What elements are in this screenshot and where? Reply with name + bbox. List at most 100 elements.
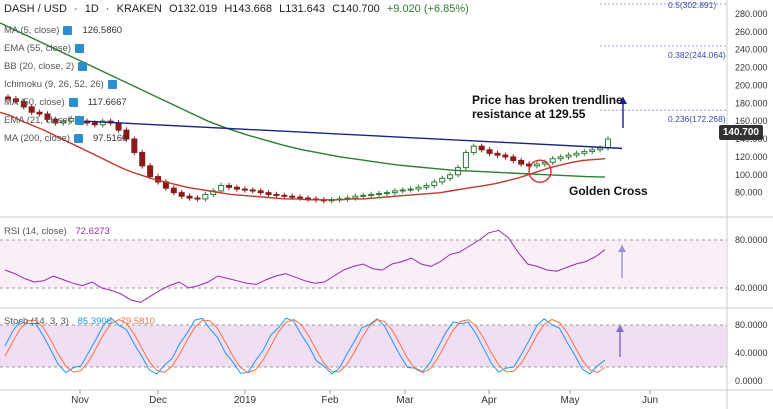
candle-body xyxy=(91,122,98,126)
visibility-icon[interactable] xyxy=(68,98,78,107)
candle-body xyxy=(131,138,138,153)
candle-body xyxy=(297,196,304,199)
candle-body xyxy=(273,193,280,196)
candle-body xyxy=(533,163,540,167)
stoch-label: Stoch (14, 3, 3) 85.3906 79.5810 xyxy=(4,316,155,327)
candle-body xyxy=(399,189,406,192)
time-tick-label: 2019 xyxy=(234,395,257,406)
price-tick-label: 180.000 xyxy=(735,98,768,108)
candle-body xyxy=(257,190,264,194)
candle-body xyxy=(462,151,469,169)
candle-body xyxy=(281,194,288,197)
rsi-tick-label: 40.0000 xyxy=(735,283,768,293)
annotation-text: resistance at 129.55 xyxy=(472,107,586,121)
candle-body xyxy=(581,151,588,154)
price-tick-label: 260.000 xyxy=(735,27,768,37)
ma50-line xyxy=(0,111,606,201)
time-tick-label: Mar xyxy=(396,395,414,406)
time-tick-label: Jun xyxy=(642,395,658,406)
candle-body xyxy=(368,193,375,196)
indicator-label: EMA (55, close) xyxy=(4,43,72,54)
trendline xyxy=(84,120,623,150)
stoch-d-line xyxy=(4,318,606,374)
visibility-icon[interactable] xyxy=(107,80,117,89)
candle-body xyxy=(494,152,501,156)
candle-body xyxy=(226,185,233,188)
indicator-label: MA (200, close) xyxy=(4,133,70,144)
candle-body xyxy=(68,117,75,122)
candle-body xyxy=(360,194,367,197)
candle-body xyxy=(415,186,422,190)
indicator-row[interactable]: EMA (21, close) xyxy=(4,115,85,126)
indicator-row[interactable]: Ichimoku (9, 26, 52, 26) xyxy=(4,79,117,90)
candle-body xyxy=(423,185,430,188)
candle-body xyxy=(502,154,509,158)
candle-body xyxy=(233,186,240,190)
candle-body xyxy=(565,154,572,158)
candle-body xyxy=(186,195,193,199)
fib-label: 0.236(172.268) xyxy=(668,114,726,124)
ma200-line xyxy=(0,22,606,178)
exchange: KRAKEN xyxy=(116,3,162,15)
price-tick-label: 200.000 xyxy=(735,80,768,90)
candle-body xyxy=(178,192,185,197)
candle-body xyxy=(249,189,256,192)
last-price-tag: 140.700 xyxy=(718,125,763,140)
symbol-name[interactable]: DASH / USD xyxy=(4,3,67,15)
candle-body xyxy=(202,193,209,200)
rsi-line xyxy=(4,229,606,303)
price-tick-label: 160.000 xyxy=(735,116,768,126)
indicator-value: 117.6667 xyxy=(87,97,127,108)
candle-body xyxy=(28,106,35,113)
candle-body xyxy=(407,188,414,191)
symbol-header: DASH / USD · 1D · KRAKEN O132.019 H143.6… xyxy=(4,3,469,15)
candle-body xyxy=(289,195,296,198)
time-tick-label: Dec xyxy=(149,395,167,406)
price-tick-label: 220.000 xyxy=(735,63,768,73)
price-tick-label: 100.000 xyxy=(735,170,768,180)
candle-body xyxy=(605,138,611,149)
candle-body xyxy=(352,195,359,199)
rsi-tick-label: 80.0000 xyxy=(735,235,768,245)
interval[interactable]: 1D xyxy=(84,3,99,15)
visibility-icon[interactable] xyxy=(74,134,83,143)
candle-body xyxy=(597,147,604,151)
candle-body xyxy=(549,158,556,163)
candle-body xyxy=(510,156,517,161)
ohlc-low: L131.643 xyxy=(279,3,325,15)
candle-body xyxy=(44,113,51,120)
candle-body xyxy=(99,120,106,126)
time-tick-label: May xyxy=(561,395,580,406)
visibility-icon[interactable] xyxy=(75,116,85,125)
visibility-icon[interactable] xyxy=(63,26,73,35)
indicator-row[interactable]: EMA (55, close) xyxy=(4,43,85,54)
ohlc-change: +9.020 (+6.85%) xyxy=(386,3,469,15)
stoch-k-line xyxy=(4,317,606,375)
candle-body xyxy=(123,129,130,140)
candle-body xyxy=(376,193,383,196)
indicator-value: 97.5160 xyxy=(93,133,128,144)
price-tick-label: 80.000 xyxy=(735,188,763,198)
candle-body xyxy=(194,197,201,200)
candle-body xyxy=(439,177,446,183)
indicator-row[interactable]: MA (50, close) 117.6667 xyxy=(4,97,127,108)
indicator-row[interactable]: BB (20, close, 2) xyxy=(4,61,88,72)
time-tick-label: Nov xyxy=(71,395,89,406)
candle-body xyxy=(115,122,122,131)
time-tick-label: Apr xyxy=(481,395,497,406)
stoch-tick-label: 40.0000 xyxy=(735,348,768,358)
candle-body xyxy=(573,152,580,156)
candle-body xyxy=(5,96,11,100)
candle-body xyxy=(241,188,248,191)
indicator-label: MA (50, close) xyxy=(4,97,65,108)
time-tick-label: Feb xyxy=(321,395,339,406)
candle-body xyxy=(139,151,146,167)
candle-body xyxy=(52,118,59,124)
visibility-icon[interactable] xyxy=(75,44,85,53)
indicator-row[interactable]: MA (200, close) 97.5160 xyxy=(4,133,127,144)
candle-body xyxy=(60,120,67,124)
indicator-row[interactable]: MA (5, close) 126.5860 xyxy=(4,25,122,36)
visibility-icon[interactable] xyxy=(78,62,88,71)
